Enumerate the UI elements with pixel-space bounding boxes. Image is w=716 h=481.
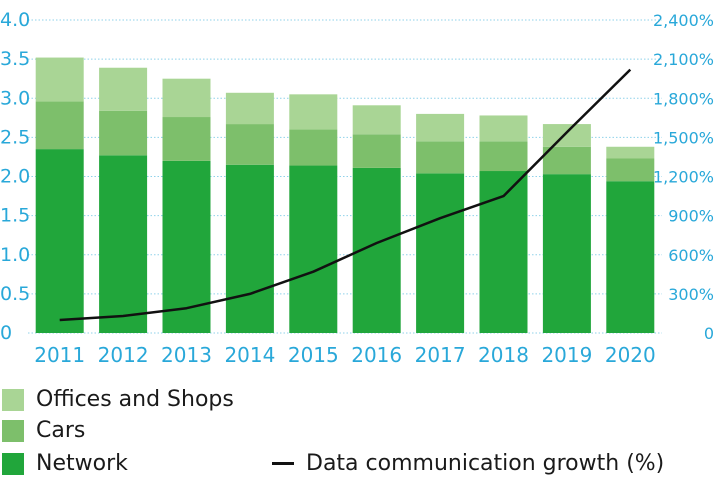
bar-cars [225,124,274,165]
y-left-tick-label: 1.0 [0,244,30,266]
bar-cars [542,146,591,175]
y-right-tick-label: 900% [668,207,714,226]
bar-cars [479,141,528,172]
legend-item-offices: Offices and Shops [2,387,234,412]
bar-offices-and-shops [606,146,655,159]
y-right-tick-label: 600% [668,246,714,265]
bar-cars [35,101,84,150]
x-tick-label: 2011 [34,343,85,367]
x-tick-label: 2018 [478,343,529,367]
bar-network [479,171,528,333]
bar-cars [416,141,465,174]
y-right-tick-label: 0 [704,324,714,343]
x-tick-label: 2014 [224,343,275,367]
y-left-tick-label: 1.5 [0,205,30,227]
y-left-tick-label: 2.5 [0,126,30,148]
y-right-tick-label: 1,800% [653,89,714,108]
x-tick-label: 2016 [351,343,402,367]
legend-swatch-cars [2,419,24,442]
y-right-tick-label: 1,200% [653,168,714,187]
bar-cars [352,134,401,168]
y-right-tick-label: 1,500% [653,128,714,147]
legend-swatch-network [2,452,24,475]
legend-label-growth: Data communication growth (%) [306,451,665,476]
x-tick-label: 2019 [541,343,592,367]
y-right-tick-label: 2,400% [653,11,714,30]
bar-cars [99,110,148,156]
legend-item-network: Network [2,451,128,476]
legend-label-cars: Cars [36,418,86,443]
y-left-tick-label: 3.0 [0,87,30,109]
legend-item-growth-line: Data communication growth (%) [272,451,664,476]
x-tick-label: 2012 [98,343,149,367]
bar-cars [162,117,211,161]
y-left-tick-label: 3.5 [0,48,30,70]
bar-network [416,173,465,333]
x-tick-label: 2017 [415,343,466,367]
y-right-tick-label: 2,100% [653,50,714,69]
bar-offices-and-shops [225,92,274,125]
bar-offices-and-shops [479,115,528,142]
bar-offices-and-shops [542,124,591,147]
bar-network [606,181,655,333]
bar-network [289,165,338,333]
bar-offices-and-shops [162,78,211,118]
bar-offices-and-shops [35,57,84,102]
bar-offices-and-shops [289,94,338,130]
bar-offices-and-shops [416,113,465,142]
bar-network [35,149,84,333]
bar-cars [289,129,338,166]
bar-network [225,164,274,333]
legend-item-cars: Cars [2,418,85,443]
legend-swatch-offices [2,388,24,411]
bar-offices-and-shops [352,105,401,135]
y-right-tick-label: 300% [668,285,714,304]
bar-network [542,174,591,333]
growth-line [59,68,632,322]
y-left-tick-label: 4.0 [0,9,30,31]
x-tick-label: 2015 [288,343,339,367]
bar-cars [606,158,655,182]
legend-label-network: Network [36,451,128,476]
y-left-tick-label: 0 [0,322,12,344]
legend-label-offices: Offices and Shops [36,387,234,412]
x-tick-label: 2020 [605,343,656,367]
x-tick-label: 2013 [161,343,212,367]
y-left-tick-label: 0.5 [0,283,30,305]
legend-line-swatch [272,462,294,465]
bar-network [99,155,148,333]
y-left-tick-label: 2.0 [0,166,30,188]
bar-offices-and-shops [99,67,148,111]
